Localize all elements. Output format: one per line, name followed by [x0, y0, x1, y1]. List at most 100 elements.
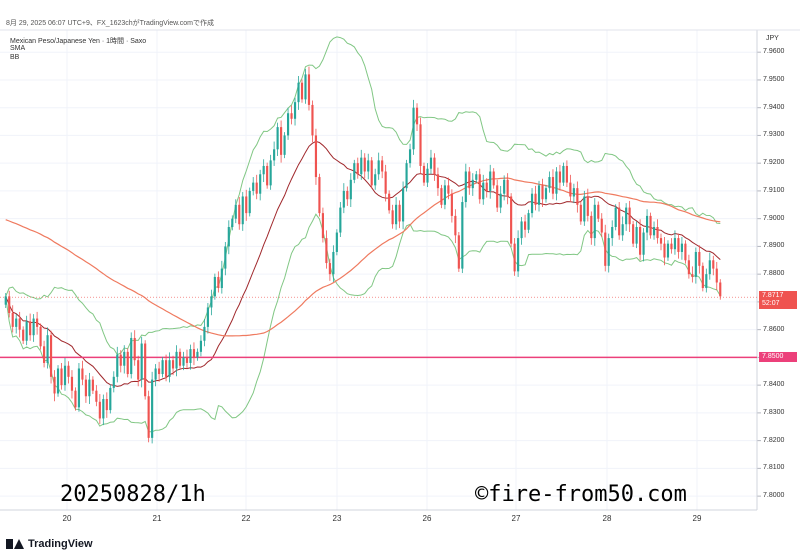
candle-body	[583, 196, 586, 222]
y-tick-label: 7.9300	[763, 131, 785, 139]
watermark-site: ©fire-from50.com	[475, 482, 687, 507]
candle-body	[269, 160, 272, 186]
candle-body	[600, 218, 603, 233]
candle-body	[503, 179, 506, 194]
candle-body	[130, 337, 133, 375]
candle-body	[88, 379, 91, 397]
candle-body	[639, 226, 642, 255]
candle-body	[527, 213, 530, 230]
candle-body	[405, 163, 408, 189]
candle-body	[15, 318, 18, 327]
y-tick-label: 7.9600	[763, 48, 785, 56]
candles	[4, 66, 722, 444]
candle-body	[353, 163, 356, 180]
candle-body	[4, 296, 7, 305]
candle-body	[635, 226, 638, 244]
candle-body	[168, 360, 171, 377]
candle-body	[698, 251, 701, 266]
candle-body	[663, 243, 666, 258]
symbol-legend[interactable]: Mexican Peso/Japanese Yen · 1時間 · Saxo	[10, 38, 147, 45]
candle-body	[687, 260, 690, 275]
candle-body	[712, 260, 715, 269]
candle-body	[63, 365, 67, 386]
candle-body	[259, 174, 262, 194]
candle-body	[105, 399, 108, 411]
candle-body	[625, 207, 628, 225]
candle-body	[49, 335, 53, 377]
candle-body	[46, 335, 49, 363]
candle-body	[517, 238, 520, 272]
candle-body	[489, 171, 492, 191]
candle-body	[461, 202, 464, 269]
candle-body	[346, 190, 349, 200]
candle-body	[342, 190, 345, 208]
candle-body	[154, 368, 157, 380]
candle-body	[719, 282, 722, 297]
x-tick-label: 26	[422, 514, 432, 523]
last-price-value: 7.8717	[762, 292, 784, 300]
candle-body	[252, 182, 255, 191]
candle-body	[286, 113, 290, 136]
candle-body	[283, 135, 286, 155]
bb-legend[interactable]: BB	[10, 54, 20, 61]
candle-body	[300, 82, 304, 100]
candle-body	[499, 193, 502, 208]
x-tick-label: 23	[332, 514, 342, 523]
candle-body	[544, 188, 548, 200]
candle-body	[164, 360, 168, 377]
candle-body	[238, 204, 241, 225]
candle-body	[18, 318, 21, 330]
candle-body	[339, 207, 342, 233]
candle-body	[199, 340, 203, 352]
level-value: 7.8500	[762, 353, 784, 361]
candle-body	[11, 313, 14, 327]
tradingview-brand[interactable]: TradingView	[6, 538, 93, 550]
bb-upper-line	[5, 36, 721, 356]
sma-legend[interactable]: SMA	[10, 45, 26, 52]
candle-body	[196, 351, 199, 358]
bb-lower-line	[5, 213, 721, 433]
candle-body	[210, 296, 213, 308]
candle-body	[590, 215, 593, 239]
chart-caption: 20250828/1h	[60, 482, 206, 507]
y-tick-label: 7.8100	[763, 464, 785, 472]
candle-body	[81, 368, 84, 380]
candle-body	[356, 163, 359, 175]
candle-body	[562, 165, 565, 183]
candle-body	[56, 368, 60, 394]
tradingview-logo-icon	[6, 539, 24, 549]
candle-body	[217, 276, 220, 289]
candle-body	[510, 196, 513, 244]
candle-body	[203, 326, 206, 341]
x-tick-label: 27	[511, 514, 521, 523]
candle-body	[402, 188, 405, 222]
candle-body	[496, 185, 499, 208]
candle-body	[652, 226, 656, 236]
candle-body	[102, 399, 105, 419]
candle-body	[220, 268, 223, 289]
candle-body	[632, 224, 635, 244]
candle-body	[140, 343, 143, 380]
candle-body	[457, 235, 460, 269]
candle-body	[112, 376, 115, 388]
candle-body	[670, 243, 673, 250]
candle-body	[530, 193, 534, 214]
candle-body	[311, 104, 314, 136]
candle-body	[429, 157, 433, 169]
candle-body	[642, 232, 645, 255]
candle-body	[119, 354, 122, 366]
candle-body	[388, 193, 391, 211]
candle-body	[280, 127, 283, 155]
candle-body	[443, 185, 446, 205]
candle-body	[482, 182, 485, 200]
candle-body	[391, 210, 394, 225]
candle-body	[147, 396, 150, 438]
candle-body	[245, 196, 248, 214]
candle-body	[144, 343, 147, 397]
candle-body	[213, 276, 216, 297]
candle-body	[53, 376, 56, 394]
candle-body	[189, 349, 192, 363]
candle-body	[607, 238, 610, 266]
candle-body	[534, 193, 537, 205]
